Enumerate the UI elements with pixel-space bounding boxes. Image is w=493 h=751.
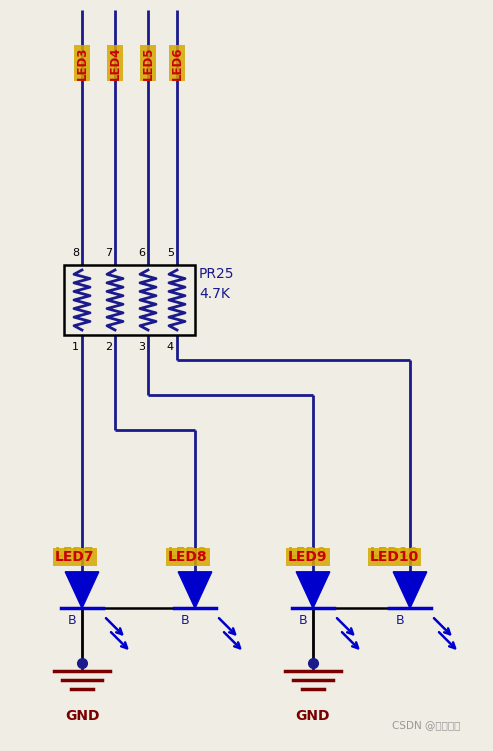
Text: GND: GND: [65, 709, 99, 723]
Text: B: B: [298, 614, 307, 627]
Polygon shape: [178, 572, 212, 608]
Text: LED4: LED4: [108, 47, 121, 80]
Text: LED7: LED7: [55, 550, 95, 564]
Text: LED3: LED3: [75, 47, 89, 80]
Text: 4: 4: [167, 342, 174, 352]
Text: 5: 5: [167, 248, 174, 258]
Text: LED10: LED10: [370, 550, 419, 564]
Text: B: B: [68, 614, 76, 627]
Text: CSDN @青藤硬件: CSDN @青藤硬件: [391, 720, 460, 730]
Text: LED8: LED8: [168, 550, 208, 564]
Polygon shape: [296, 572, 330, 608]
Text: 6: 6: [138, 248, 145, 258]
Text: 4.7K: 4.7K: [199, 287, 230, 301]
Text: 7: 7: [105, 248, 112, 258]
Text: B: B: [395, 614, 404, 627]
Text: LED7: LED7: [55, 546, 95, 559]
Text: 2: 2: [105, 342, 112, 352]
Text: LED5: LED5: [141, 47, 154, 80]
Text: LED9: LED9: [288, 546, 327, 559]
Text: B: B: [180, 614, 189, 627]
Bar: [64, 265, 195, 335]
Text: 8: 8: [72, 248, 79, 258]
Text: PR25: PR25: [199, 267, 235, 281]
Text: 1: 1: [72, 342, 79, 352]
Text: 3: 3: [138, 342, 145, 352]
Polygon shape: [393, 572, 427, 608]
Text: LED9: LED9: [288, 550, 327, 564]
Text: GND: GND: [296, 709, 330, 723]
Polygon shape: [65, 572, 99, 608]
Text: LED8: LED8: [168, 546, 208, 559]
Text: LED6: LED6: [171, 47, 183, 80]
Text: LED10: LED10: [370, 546, 419, 559]
